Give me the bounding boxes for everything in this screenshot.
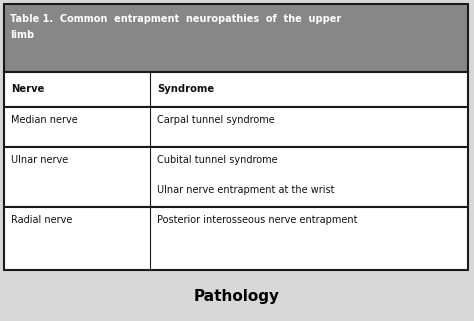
Text: Syndrome: Syndrome <box>157 84 214 94</box>
Text: Ulnar nerve: Ulnar nerve <box>11 155 68 165</box>
Bar <box>4 107 468 147</box>
Bar <box>4 72 468 107</box>
Text: Radial nerve: Radial nerve <box>11 215 73 225</box>
Text: Median nerve: Median nerve <box>11 115 78 125</box>
Text: Table 1.  Common  entrapment  neuropathies  of  the  upper: Table 1. Common entrapment neuropathies … <box>10 14 341 24</box>
Text: Nerve: Nerve <box>11 84 45 94</box>
Text: Carpal tunnel syndrome: Carpal tunnel syndrome <box>157 115 275 125</box>
Bar <box>4 4 468 72</box>
Text: Pathology: Pathology <box>194 289 280 303</box>
Bar <box>4 207 468 270</box>
Text: Posterior interosseous nerve entrapment: Posterior interosseous nerve entrapment <box>157 215 358 225</box>
Bar <box>4 147 468 207</box>
Text: Ulnar nerve entrapment at the wrist: Ulnar nerve entrapment at the wrist <box>157 185 335 195</box>
Text: Cubital tunnel syndrome: Cubital tunnel syndrome <box>157 155 278 165</box>
Text: limb: limb <box>10 30 34 40</box>
